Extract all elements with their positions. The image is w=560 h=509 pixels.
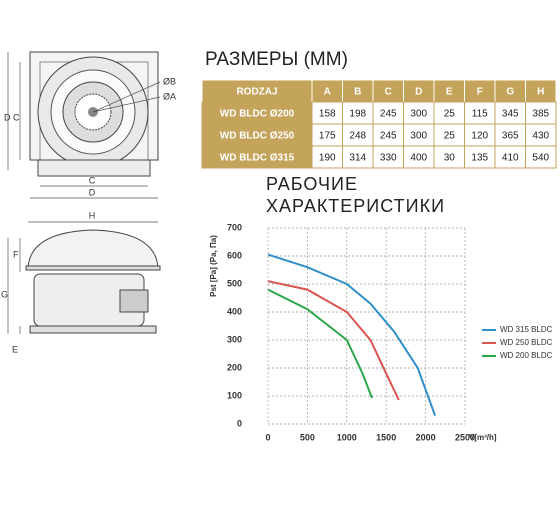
x-tick-label: 2500: [455, 432, 475, 442]
table: RODZAJ A B C D E F G H WD BLDC Ø200 158 198 245 300 25…: [201, 79, 557, 169]
cell-text: 25: [444, 109, 456, 120]
y-tick-label: 0: [237, 418, 242, 428]
cell-text: 365: [502, 131, 519, 142]
header-text: B: [354, 87, 361, 98]
x-tick-label: 1500: [376, 432, 396, 442]
cell-text: 190: [319, 153, 336, 164]
cell-text: 314: [349, 153, 366, 164]
legend-label: WD 315 BLDC: [500, 325, 553, 334]
dim-label: D: [89, 187, 96, 197]
cell-text: 175: [319, 131, 336, 142]
y-tick-label: 300: [227, 334, 242, 344]
top-view: [7, 51, 161, 199]
series-line: [267, 288, 373, 399]
x-tick-label: 500: [300, 432, 315, 442]
y-tick-label: 400: [227, 306, 242, 316]
header-text: D: [415, 87, 422, 98]
cell-text: 330: [380, 153, 397, 164]
cell-text: 430: [532, 131, 549, 142]
header-text: A: [324, 87, 331, 98]
cell-text: 400: [410, 153, 427, 164]
header-text: E: [446, 87, 453, 98]
cell-text: 245: [380, 109, 397, 120]
cell-text: 245: [380, 131, 397, 142]
cell-text: 300: [410, 131, 427, 142]
dim-label: E: [12, 344, 18, 354]
series-line: [267, 253, 436, 416]
header-text: C: [385, 87, 392, 98]
cell-text: 120: [471, 131, 488, 142]
y-axis-label: Pst [Pa] (Pa, Πa): [209, 235, 218, 297]
chart: 0 100 200 300 400 500 600 700 0 500 1000 1500 2000 25…: [209, 222, 553, 442]
cell-text: WD BLDC Ø315: [220, 153, 295, 164]
dim-label: C: [89, 175, 96, 185]
x-tick-label: 2000: [416, 432, 436, 442]
dim-label: ØB: [163, 76, 176, 86]
dim-label: D: [4, 112, 11, 122]
y-tick-label: 500: [227, 278, 242, 288]
cell-text: 345: [502, 109, 519, 120]
legend-label: WD 200 BLDC: [500, 351, 553, 360]
y-tick-label: 100: [227, 390, 242, 400]
x-axis-label: V[m³/h]: [469, 433, 497, 442]
x-tick-label: 1000: [337, 432, 357, 442]
dim-label: F: [13, 249, 19, 259]
cell-text: 115: [472, 109, 488, 120]
legend-label: WD 250 BLDC: [500, 338, 553, 347]
table-title: РАЗМЕРЫ (ММ): [205, 49, 348, 70]
cell: [525, 145, 557, 169]
y-tick-label: 600: [227, 250, 242, 260]
cell-text: 248: [349, 131, 366, 142]
header-text: H: [537, 87, 544, 98]
cell-text: 135: [471, 153, 488, 164]
dim-label: C: [13, 112, 20, 122]
x-tick-label: 0: [265, 432, 270, 442]
chart-title: РАБОЧИЕ ХАРАКТЕРИСТИКИ: [266, 174, 446, 216]
y-tick-label: 700: [227, 222, 242, 232]
header-text: F: [477, 87, 483, 98]
dim-label: G: [1, 289, 8, 299]
cell-text: 300: [410, 109, 427, 120]
cell-text: WD BLDC Ø200: [220, 109, 295, 120]
cell-text: 158: [319, 109, 336, 120]
y-tick-label: 200: [227, 362, 242, 372]
dim-label: H: [89, 210, 96, 220]
side-view: [7, 221, 161, 334]
cell-text: 30: [444, 153, 456, 164]
dim-label: ØA: [163, 91, 176, 101]
cell-text: 410: [502, 153, 519, 164]
cell-text: 25: [444, 131, 456, 142]
header-text: RODZAJ: [236, 87, 277, 98]
cell-text: 385: [532, 109, 549, 120]
series-line: [267, 280, 400, 401]
cell-text: 540: [532, 153, 549, 164]
cell-text: 198: [349, 109, 366, 120]
header-text: G: [506, 87, 514, 98]
cell-text: WD BLDC Ø250: [220, 131, 295, 142]
